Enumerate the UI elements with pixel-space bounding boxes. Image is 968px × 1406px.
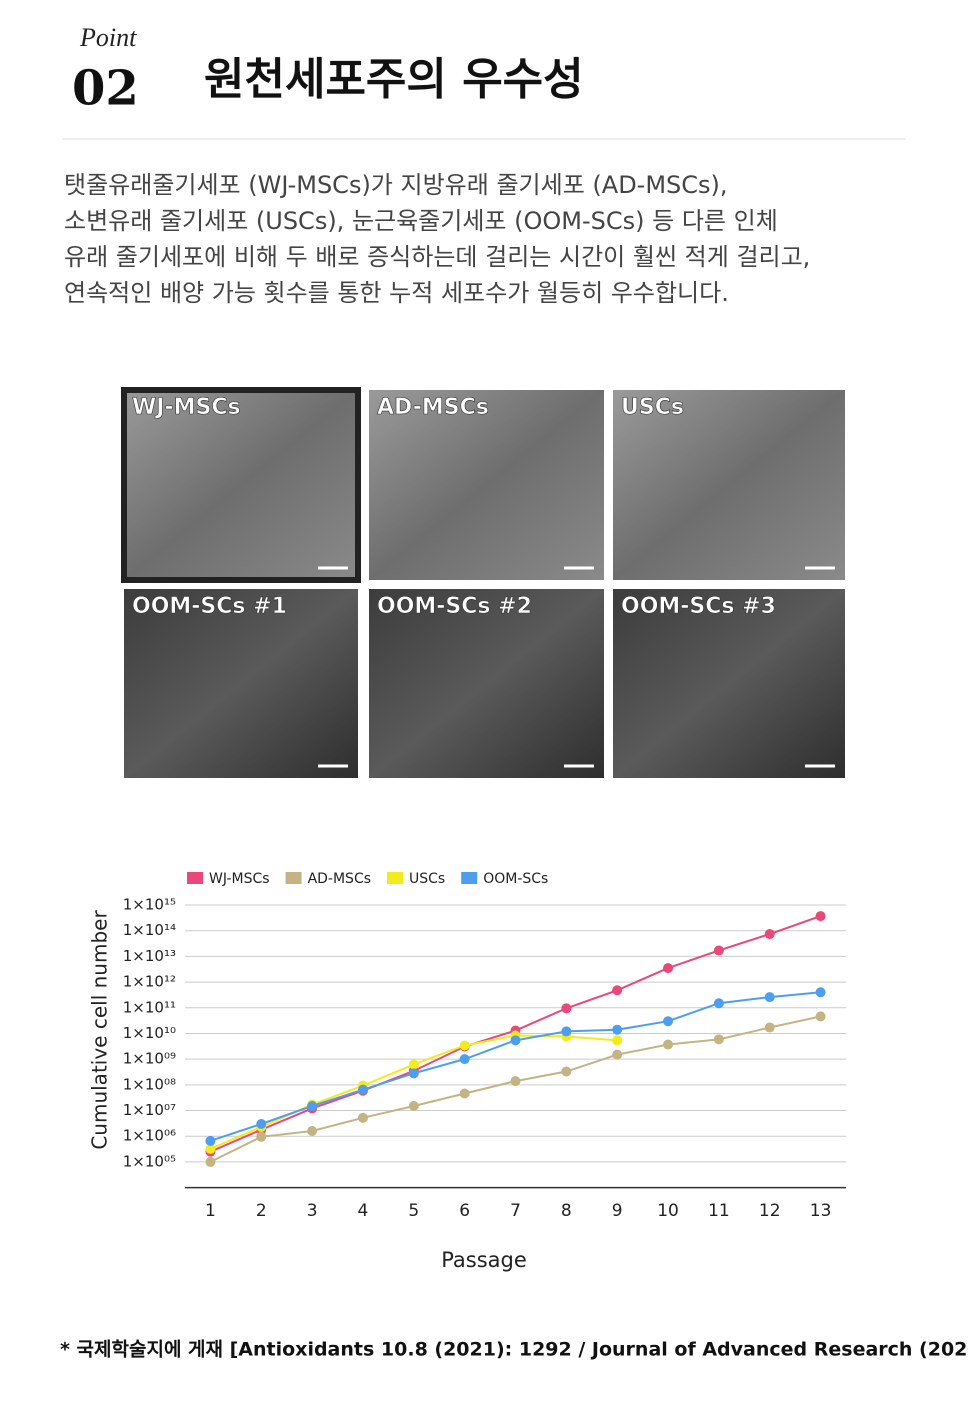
x-tick-label: 6 — [459, 1201, 470, 1221]
data-point — [205, 1143, 216, 1154]
data-point — [815, 987, 826, 998]
data-point — [612, 1049, 623, 1060]
y-tick-label: 1×10¹³ — [123, 947, 176, 965]
y-tick-label: 1×10⁰⁶ — [123, 1127, 176, 1145]
legend-swatch — [461, 872, 478, 884]
x-tick-label: 4 — [358, 1201, 369, 1221]
y-tick-label: 1×10¹² — [123, 973, 176, 991]
x-tick-label: 12 — [759, 1201, 781, 1221]
data-point — [561, 1066, 572, 1077]
data-point — [815, 911, 826, 922]
y-tick-label: 1×10⁰⁸ — [123, 1075, 176, 1093]
data-point — [764, 929, 775, 940]
paragraph-line: 연속적인 배양 가능 횟수를 통한 누적 세포수가 월등히 우수합니다. — [64, 279, 729, 307]
data-point — [459, 1040, 470, 1051]
legend-swatch — [387, 872, 404, 884]
point-number: 02 — [72, 61, 139, 117]
data-point — [510, 1076, 521, 1087]
micrograph — [369, 390, 604, 580]
x-tick-label: 10 — [657, 1201, 679, 1221]
x-tick-label: 8 — [561, 1201, 572, 1221]
data-point — [205, 1156, 216, 1167]
data-point — [357, 1084, 368, 1095]
micrograph-label: OOM-SCs #1 — [132, 594, 287, 619]
data-point — [612, 1024, 623, 1035]
micrograph — [121, 387, 361, 583]
micrograph-label: USCs — [621, 395, 684, 420]
data-point — [815, 1011, 826, 1022]
x-axis-label: Passage — [441, 1248, 527, 1272]
x-tick-label: 13 — [810, 1201, 832, 1221]
micrograph — [369, 589, 604, 778]
micrograph-label: AD-MSCs — [377, 395, 489, 420]
data-point — [256, 1118, 267, 1129]
data-point — [256, 1131, 267, 1142]
legend-swatch — [285, 872, 302, 884]
x-tick-label: 2 — [256, 1201, 267, 1221]
x-tick-label: 7 — [510, 1201, 521, 1221]
micrograph-label: WJ-MSCs — [132, 395, 241, 420]
data-point — [459, 1054, 470, 1065]
page-title: 원천세포주의 우수성 — [204, 54, 584, 105]
legend-swatch — [187, 872, 203, 884]
data-point — [307, 1125, 318, 1136]
data-point — [663, 1016, 674, 1027]
series-line — [210, 991, 821, 1142]
data-point — [459, 1088, 470, 1099]
legend-label: OOM-SCs — [483, 871, 548, 887]
data-point — [205, 1135, 216, 1146]
data-point — [408, 1059, 419, 1070]
legend-label: USCs — [409, 871, 445, 887]
point-label: Point — [79, 23, 137, 52]
data-point — [663, 963, 674, 974]
x-tick-label: 9 — [612, 1201, 623, 1221]
data-point — [764, 1022, 775, 1033]
data-point — [307, 1101, 318, 1112]
paragraph-line: 탯줄유래줄기세포 (WJ-MSCs)가 지방유래 줄기세포 (AD-MSCs), — [64, 171, 728, 199]
footnote: * 국제학술지에 게재 [Antioxidants 10.8 (2021): 1… — [60, 1339, 968, 1361]
y-tick-label: 1×10¹⁵ — [123, 896, 176, 914]
x-tick-label: 11 — [708, 1201, 730, 1221]
legend-label: AD-MSCs — [308, 871, 371, 887]
x-tick-label: 5 — [408, 1201, 419, 1221]
y-tick-label: 1×10⁰⁹ — [123, 1050, 176, 1068]
data-point — [612, 985, 623, 996]
x-tick-label: 3 — [307, 1201, 318, 1221]
data-point — [357, 1112, 368, 1123]
micrograph — [613, 390, 845, 580]
data-point — [663, 1039, 674, 1050]
data-point — [713, 1034, 724, 1045]
y-tick-label: 1×10¹⁴ — [123, 921, 176, 939]
micrograph — [124, 589, 358, 778]
y-axis-label: Cumulative cell number — [88, 910, 112, 1150]
y-tick-label: 1×10¹⁰ — [123, 1024, 176, 1042]
y-tick-label: 1×10¹¹ — [123, 998, 176, 1016]
data-point — [764, 992, 775, 1003]
series-line — [210, 1034, 618, 1150]
data-point — [713, 945, 724, 956]
data-point — [713, 998, 724, 1009]
data-point — [408, 1101, 419, 1112]
data-point — [561, 1003, 572, 1014]
micrograph-label: OOM-SCs #2 — [377, 594, 532, 619]
paragraph-line: 소변유래 줄기세포 (USCs), 눈근육줄기세포 (OOM-SCs) 등 다른… — [64, 207, 778, 235]
micrograph — [613, 589, 845, 778]
data-point — [408, 1068, 419, 1079]
y-tick-label: 1×10⁰⁵ — [123, 1152, 176, 1170]
paragraph-line: 유래 줄기세포에 비해 두 배로 증식하는데 걸리는 시간이 훨씬 적게 걸리고… — [64, 243, 810, 271]
micrograph-label: OOM-SCs #3 — [621, 594, 776, 619]
legend-label: WJ-MSCs — [209, 871, 270, 887]
data-point — [561, 1026, 572, 1037]
x-tick-label: 1 — [205, 1201, 216, 1221]
data-point — [510, 1035, 521, 1046]
data-point — [612, 1035, 623, 1046]
y-tick-label: 1×10⁰⁷ — [123, 1101, 176, 1119]
